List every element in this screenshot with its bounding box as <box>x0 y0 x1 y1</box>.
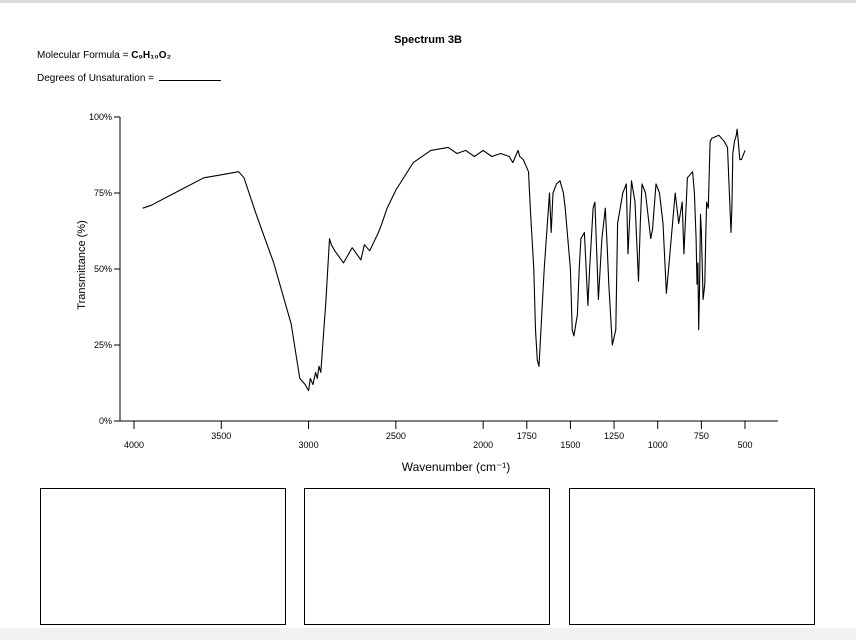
x-ticks: 4000 3500 3000 2500 2000 1750 1500 1250 1000 750 5… <box>124 421 753 450</box>
x-tick-label: 2500 <box>386 431 406 441</box>
spectrum-line <box>142 128 746 392</box>
y-tick-label: 75% <box>94 188 112 198</box>
y-tick-label: 100% <box>89 112 112 122</box>
x-tick-label: 750 <box>694 431 709 441</box>
y-tick-label: 0% <box>99 416 112 426</box>
answer-box-3[interactable] <box>569 488 815 625</box>
y-tick-label: 50% <box>94 264 112 274</box>
formula-label: Molecular Formula = <box>37 50 132 61</box>
x-tick-label: 2000 <box>473 440 493 450</box>
x-tick-label: 4000 <box>124 440 144 450</box>
x-tick-label: 3500 <box>211 431 231 441</box>
x-axis-label: Wavenumber (cm⁻¹) <box>402 460 511 474</box>
x-tick-label: 3000 <box>299 440 319 450</box>
x-tick-label: 1750 <box>517 431 537 441</box>
bottom-rule <box>0 628 856 640</box>
answer-box-2[interactable] <box>304 488 550 625</box>
x-tick-label: 500 <box>737 440 752 450</box>
degrees-of-unsaturation: Degrees of Unsaturation = <box>37 71 221 84</box>
x-tick-label: 1500 <box>560 440 580 450</box>
ir-spectrum-chart: 0% 25% 50% 75% 100% 4000 3500 3000 2500 2000 1750… <box>76 112 778 474</box>
y-tick-label: 25% <box>94 340 112 350</box>
formula-value: C₉H₁₀O₂ <box>131 50 172 61</box>
answer-box-1[interactable] <box>40 488 286 625</box>
molecular-formula: Molecular Formula = C₉H₁₀O₂ <box>37 50 171 61</box>
dou-label: Degrees of Unsaturation = <box>37 73 157 84</box>
x-tick-label: 1000 <box>648 440 668 450</box>
y-axis-label: Transmittance (%) <box>76 220 88 309</box>
top-rule <box>0 0 856 3</box>
dou-answer-blank[interactable] <box>158 71 221 81</box>
y-ticks: 0% 25% 50% 75% 100% <box>89 112 120 426</box>
x-tick-label: 1250 <box>604 431 624 441</box>
spectrum-title: Spectrum 3B <box>394 34 462 46</box>
